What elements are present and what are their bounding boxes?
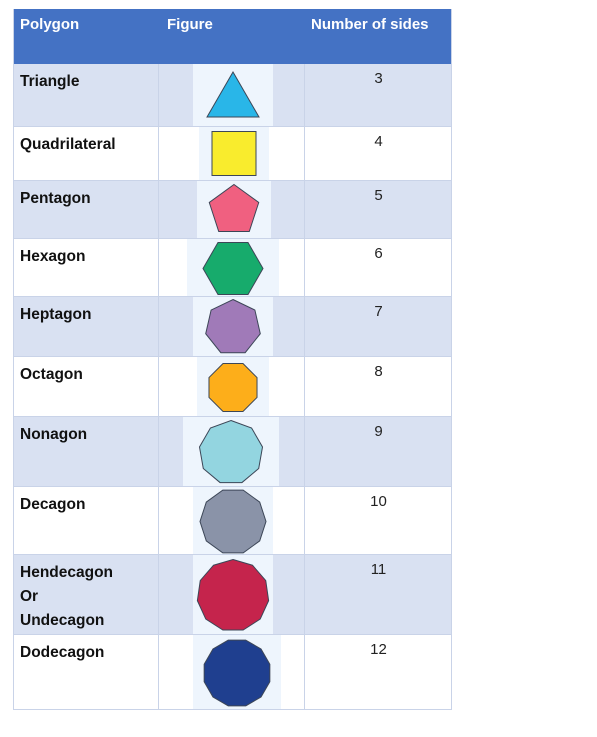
table-header: Polygon Figure Number of sides <box>13 9 452 64</box>
number-of-sides: 4 <box>374 133 383 150</box>
polygon-name: Nonagon <box>20 426 88 443</box>
number-of-sides: 6 <box>374 245 383 262</box>
polygon-figure <box>193 297 273 356</box>
header-number-of-sides: Number of sides <box>311 16 429 33</box>
polygon-figure <box>187 239 279 296</box>
table-row: Hendecagon Or Undecagon 11 <box>13 555 452 635</box>
polygon-name: Triangle <box>20 73 80 90</box>
polygon-figure <box>193 487 273 554</box>
polygon-name: Pentagon <box>20 190 91 207</box>
number-of-sides: 8 <box>374 363 383 380</box>
triangle-icon <box>206 70 260 118</box>
polygon-name: Quadrilateral <box>20 136 116 153</box>
table-row: Quadrilateral 4 <box>13 127 452 181</box>
polygon-figure <box>193 555 273 634</box>
polygon-name: Hexagon <box>20 248 86 265</box>
square-icon <box>211 131 257 176</box>
polygon-name: Dodecagon <box>20 644 105 661</box>
table-row: Hexagon 6 <box>13 239 452 297</box>
number-of-sides: 7 <box>374 303 383 320</box>
polygon-figure <box>183 417 279 486</box>
heptagon-icon <box>205 298 261 354</box>
nonagon-icon <box>198 419 264 484</box>
hendecagon-icon <box>196 558 270 631</box>
number-of-sides: 5 <box>374 187 383 204</box>
octagon-icon <box>208 362 258 413</box>
number-of-sides: 12 <box>370 641 387 658</box>
polygon-name: Octagon <box>20 366 83 383</box>
polygon-figure <box>197 357 269 416</box>
polygon-table: Polygon Figure Number of sides Triangle 3… <box>13 9 452 710</box>
table-row: Octagon 8 <box>13 357 452 417</box>
table-row: Triangle 3 <box>13 64 452 127</box>
hexagon-icon <box>202 242 264 295</box>
header-polygon: Polygon <box>20 16 80 33</box>
pentagon-icon <box>208 183 260 233</box>
polygon-name: Hendecagon Or Undecagon <box>20 564 114 629</box>
polygon-figure <box>199 127 269 180</box>
table-row: Decagon 10 <box>13 487 452 555</box>
header-figure: Figure <box>167 16 213 33</box>
table-row: Nonagon 9 <box>13 417 452 487</box>
polygon-figure <box>197 181 271 238</box>
decagon-icon <box>199 489 267 554</box>
polygon-name: Heptagon <box>20 306 92 323</box>
number-of-sides: 10 <box>370 493 387 510</box>
polygon-figure <box>193 635 281 709</box>
table-row: Pentagon 5 <box>13 181 452 239</box>
number-of-sides: 9 <box>374 423 383 440</box>
table-row: Dodecagon 12 <box>13 635 452 710</box>
dodecagon-icon <box>203 639 271 707</box>
table-row: Heptagon 7 <box>13 297 452 357</box>
number-of-sides: 3 <box>374 70 383 87</box>
polygon-name: Decagon <box>20 496 86 513</box>
polygon-figure <box>193 64 273 126</box>
number-of-sides: 11 <box>370 561 387 578</box>
